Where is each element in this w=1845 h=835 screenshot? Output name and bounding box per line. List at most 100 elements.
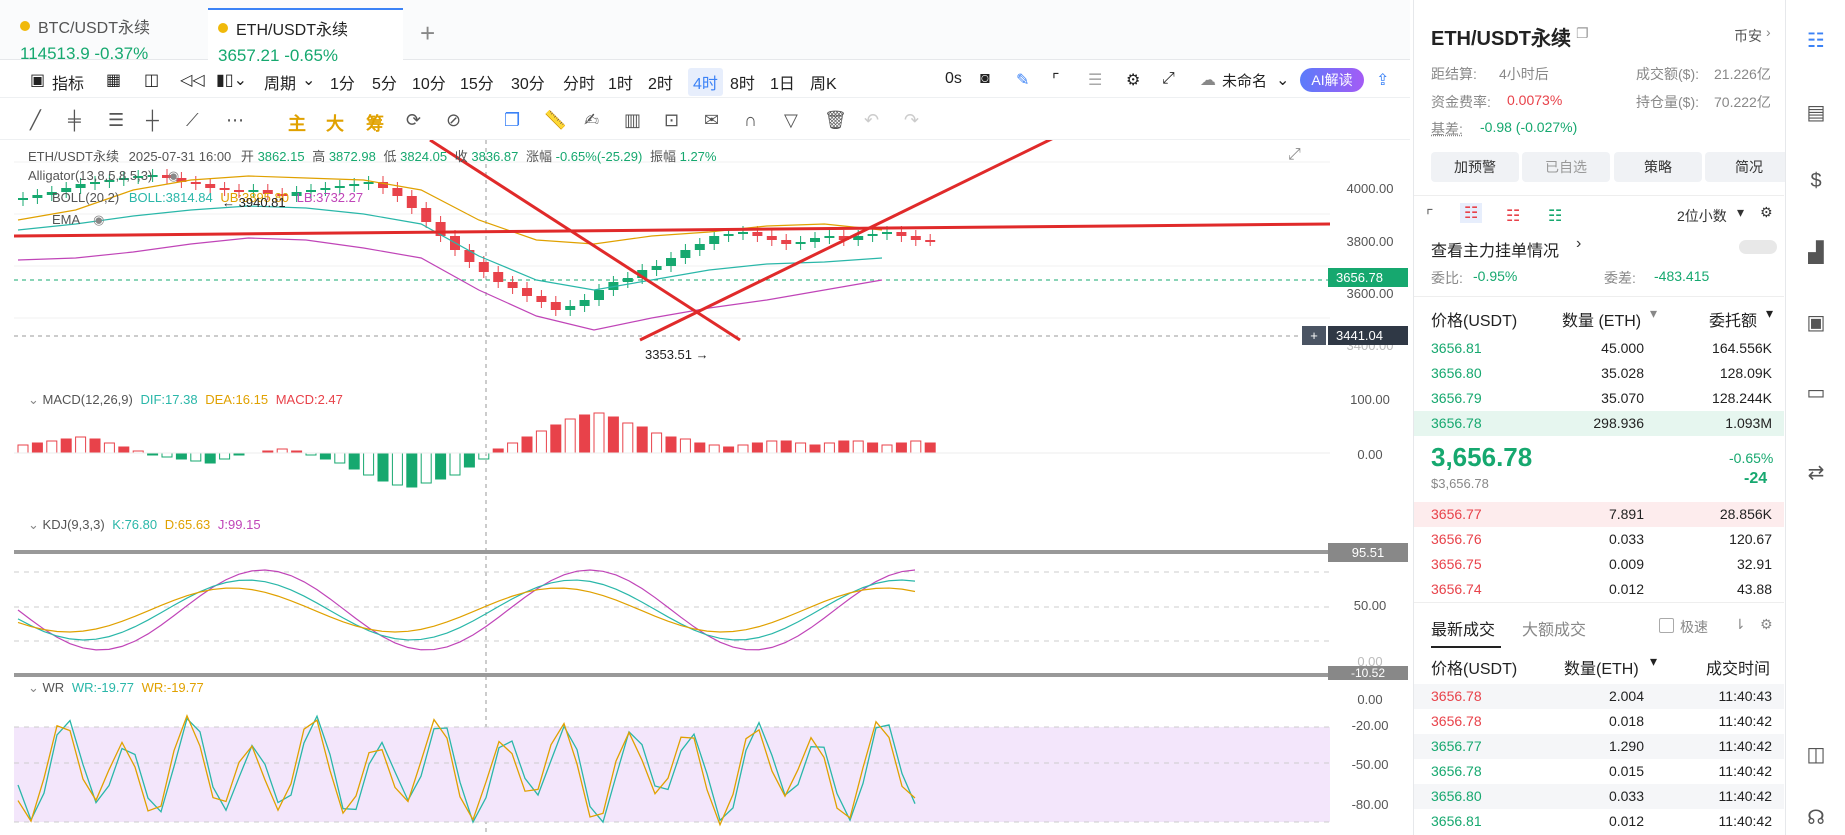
macd-label[interactable]: MACD(12,26,9) <box>42 392 133 407</box>
orderbook-icon[interactable]: ☷ <box>1807 30 1825 52</box>
bars-icon[interactable]: ▥ <box>624 110 642 130</box>
document-icon[interactable]: ▤ <box>1806 102 1826 124</box>
copy-icon[interactable]: ❐ <box>504 110 521 130</box>
list-icon[interactable]: ☰ <box>1088 72 1103 89</box>
fast-checkbox[interactable] <box>1659 618 1674 633</box>
interval-2[interactable]: 10分 <box>412 76 446 93</box>
wr-label[interactable]: WR <box>42 680 65 695</box>
ray-tool-icon[interactable]: ⟋ <box>186 110 199 130</box>
interval-6[interactable]: 1时 <box>608 76 633 93</box>
interval-4[interactable]: 30分 <box>511 76 545 93</box>
share-icon[interactable]: ⇪ <box>1376 72 1390 89</box>
interval-3[interactable]: 15分 <box>460 76 494 93</box>
ema-label[interactable]: EMA <box>52 212 80 227</box>
sync-icon[interactable]: ⟳ <box>406 110 422 130</box>
strategy-button[interactable]: 策略 <box>1614 152 1702 182</box>
chart-canvas[interactable] <box>0 140 1410 835</box>
main-force-button[interactable]: 主 <box>288 114 306 134</box>
swap-icon[interactable]: ⇄ <box>1807 462 1825 484</box>
interval-11[interactable]: 周K <box>810 76 837 93</box>
kdj-label[interactable]: KDJ(9,3,3) <box>42 517 105 532</box>
clear-lines-icon[interactable]: ⊘ <box>446 110 462 130</box>
bid-row[interactable]: 3656.75 0.009 32.91 <box>1414 552 1784 577</box>
exchange-label[interactable]: 币安 <box>1734 28 1762 44</box>
layout-name-dropdown[interactable]: 未命名 <box>1222 73 1268 90</box>
interval-9[interactable]: 8时 <box>730 76 755 93</box>
ask-row[interactable]: 3656.81 45.000 164.556K <box>1414 336 1784 361</box>
big-order-button[interactable]: 大 <box>326 114 344 134</box>
copy-icon[interactable]: ❐ <box>1576 25 1589 41</box>
orderbook-both-icon[interactable]: ⌜ <box>1426 208 1434 225</box>
orderbook-bids-icon[interactable]: ☷ <box>1548 208 1563 225</box>
card-icon[interactable]: ▭ <box>1806 382 1826 404</box>
gear-icon[interactable]: ⚙ <box>1126 72 1141 89</box>
hline-tool-icon[interactable]: ┼ <box>146 110 159 130</box>
fullscreen-icon[interactable]: ⤢ <box>1162 70 1175 87</box>
expand-icon[interactable]: ⤢ <box>1288 146 1301 163</box>
eye-hidden-icon[interactable]: ◉ <box>93 212 105 227</box>
chips-button[interactable]: 筹 <box>366 114 384 134</box>
replay-icon[interactable]: ◁◁ <box>180 72 205 89</box>
brush-icon[interactable]: ✍ <box>584 110 600 130</box>
orderbook-asks-icon[interactable]: ☷ <box>1506 208 1521 225</box>
add-tab-icon[interactable]: + <box>420 18 436 48</box>
wr-collapse-icon[interactable]: ⌄ <box>28 680 39 695</box>
settings-icon[interactable]: ⚙ <box>1760 616 1773 632</box>
orderbook-mixed-icon[interactable]: ☷ <box>1460 203 1483 223</box>
ai-interpret-button[interactable]: AI解读 <box>1300 68 1364 92</box>
ruler-icon[interactable]: 📏 <box>544 110 567 130</box>
filter-icon[interactable]: ▽ <box>784 110 798 130</box>
ask-row[interactable]: 3656.78 298.936 1.093M <box>1414 411 1784 436</box>
add-alert-icon[interactable]: + <box>1302 326 1326 345</box>
boll-label[interactable]: BOLL(20,2) <box>52 190 120 205</box>
parallel-tool-icon[interactable]: ╪ <box>68 110 81 130</box>
ob-header-qty[interactable]: 数量 (ETH) <box>1562 313 1642 330</box>
interval-0[interactable]: 1分 <box>330 76 355 93</box>
tab-latest-trades[interactable]: 最新成交 <box>1431 622 1496 639</box>
macd-collapse-icon[interactable]: ⌄ <box>28 392 39 407</box>
cloud-icon[interactable]: ☁ <box>1200 72 1216 89</box>
ask-row[interactable]: 3656.79 35.070 128.244K <box>1414 386 1784 411</box>
bar-chart-icon[interactable]: ▟ <box>1808 242 1824 264</box>
tab-eth[interactable]: ETH/USDT永续 3657.21 -0.65% <box>208 8 403 65</box>
dollar-icon[interactable]: $ <box>1810 170 1822 192</box>
kdj-collapse-icon[interactable]: ⌄ <box>28 517 39 532</box>
interval-7[interactable]: 2时 <box>648 76 673 93</box>
sort-icon[interactable]: ⇂ <box>1734 616 1746 632</box>
redo-icon[interactable]: ↷ <box>904 110 920 130</box>
layout-icon[interactable]: ◫ <box>144 72 160 89</box>
interval-1[interactable]: 5分 <box>372 76 397 93</box>
main-orders-toggle[interactable] <box>1739 240 1777 254</box>
decimals-dropdown[interactable]: 2位小数 <box>1677 208 1727 224</box>
bid-row[interactable]: 3656.74 0.012 43.88 <box>1414 577 1784 602</box>
monitor-chart-icon[interactable]: ▣ <box>1806 312 1826 334</box>
trash-icon[interactable]: 🗑 <box>824 110 847 130</box>
period-dropdown[interactable]: 周期 <box>264 76 297 93</box>
more-tools-icon[interactable]: ⋯ <box>226 110 244 130</box>
bid-row[interactable]: 3656.77 7.891 28.856K <box>1414 502 1784 527</box>
camera-icon[interactable]: ◙ <box>980 70 990 87</box>
interval-8[interactable]: 4时 <box>688 68 723 96</box>
candle-type-icon[interactable]: ▮▯⌄ <box>216 72 248 89</box>
layout-panel-icon[interactable]: ◫ <box>1806 744 1826 766</box>
overview-button[interactable]: 简况 <box>1705 152 1793 182</box>
chart-area[interactable]: ETH/USDT永续 2025-07-31 16:00 开 3862.15 高 … <box>0 140 1410 835</box>
indicator-icon[interactable]: ▣ <box>30 72 46 89</box>
lock-icon[interactable]: ⊡ <box>664 110 680 130</box>
ob-header-amount[interactable]: 委托额 <box>1709 313 1758 330</box>
pen-icon[interactable]: ✎ <box>1016 72 1030 89</box>
line-tool-icon[interactable]: ╱ <box>30 110 41 130</box>
trade-header-qty[interactable]: 数量(ETH) <box>1564 661 1639 678</box>
alligator-label[interactable]: Alligator(13,8,5,8,5,3) <box>28 168 153 183</box>
note-icon[interactable]: ✉ <box>704 110 720 130</box>
add-alert-button[interactable]: 加预警 <box>1431 152 1519 182</box>
interval-5[interactable]: 分时 <box>563 76 596 93</box>
hlines-tool-icon[interactable]: ☰ <box>108 110 125 130</box>
indicator-button[interactable]: 指标 <box>52 76 85 93</box>
tab-large-trades[interactable]: 大额成交 <box>1522 622 1587 639</box>
undo-icon[interactable]: ↶ <box>864 110 880 130</box>
tab-btc[interactable]: BTC/USDT永续 114513.9 -0.37% <box>10 8 205 63</box>
headset-icon[interactable]: ☊ <box>1807 807 1825 829</box>
eye-hidden-icon[interactable]: ◉ <box>167 168 180 183</box>
main-orders-link[interactable]: 查看主力挂单情况 <box>1431 243 1560 260</box>
